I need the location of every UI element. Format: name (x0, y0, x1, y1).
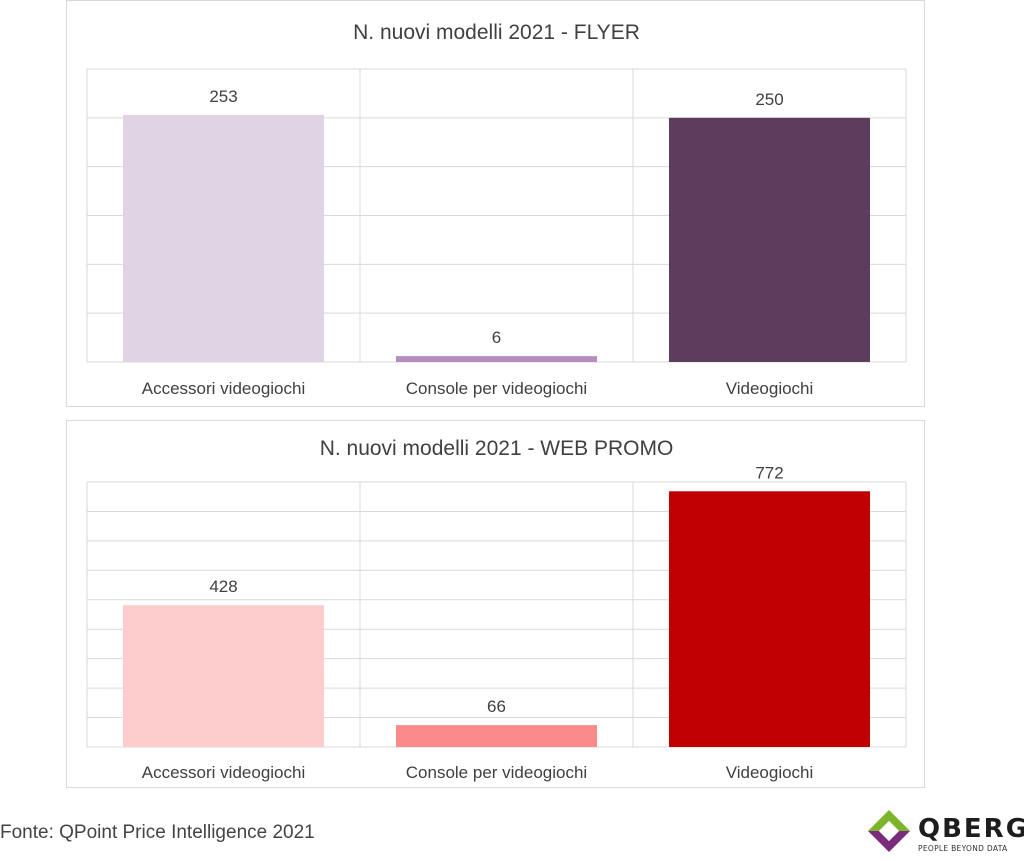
chart-web-promo: N. nuovi modelli 2021 - WEB PROMO 428 Acce… (66, 420, 925, 788)
flyer-bar-1 (123, 114, 324, 362)
flyer-data-label-1: 253 (209, 87, 237, 106)
web-promo-bar-3 (669, 491, 870, 747)
chart-flyer-svg: N. nuovi modelli 2021 - FLYER 253 Accessor… (86, 21, 907, 398)
web-promo-chart-title: N. nuovi modelli 2021 - WEB PROMO (320, 437, 674, 460)
flyer-category-label-1: Accessori videogiochi (142, 379, 305, 398)
logo-name: QBERG (918, 814, 1024, 844)
web-promo-category-label-1: Accessori videogiochi (142, 763, 305, 782)
qberg-logo-mark (868, 810, 910, 852)
flyer-data-label-2: 6 (492, 328, 501, 347)
logo-tagline: PEOPLE BEYOND DATA (918, 844, 1008, 853)
web-promo-category-label-3: Videogiochi (726, 763, 814, 782)
source-note: Fonte: QPoint Price Intelligence 2021 (0, 822, 315, 843)
qberg-logo: QBERG PEOPLE BEYOND DATA (866, 808, 1024, 858)
flyer-bar-2 (396, 356, 597, 362)
chart-flyer: N. nuovi modelli 2021 - FLYER 253 Accessor… (66, 0, 925, 407)
flyer-bar-3 (669, 117, 870, 362)
web-promo-bar-1 (123, 605, 324, 747)
flyer-data-label-3: 250 (755, 90, 783, 109)
flyer-category-label-2: Console per videogiochi (406, 379, 587, 398)
web-promo-bar-2 (396, 725, 597, 747)
flyer-category-label-3: Videogiochi (726, 379, 814, 398)
web-promo-category-label-2: Console per videogiochi (406, 763, 587, 782)
web-promo-data-label-2: 66 (487, 697, 506, 716)
web-promo-data-label-3: 772 (755, 463, 783, 482)
chart-web-promo-svg: N. nuovi modelli 2021 - WEB PROMO 428 Acce… (86, 437, 907, 782)
flyer-chart-title: N. nuovi modelli 2021 - FLYER (353, 21, 640, 44)
web-promo-data-label-1: 428 (209, 577, 237, 596)
